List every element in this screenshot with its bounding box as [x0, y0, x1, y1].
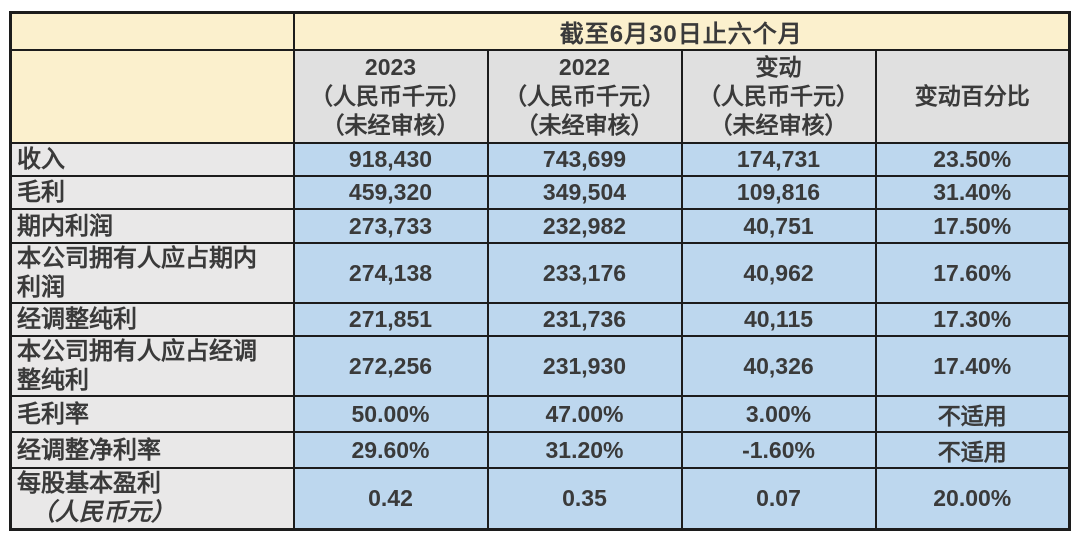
- row-label-text: 本公司拥有人应占经调整纯利: [17, 338, 257, 394]
- column-header-3: 变动 （人民币千元） （未经审核）: [680, 49, 877, 144]
- row-label: 毛利: [9, 175, 295, 210]
- table-row: 每股基本盈利 （人民币元） 0.42 0.35 0.07 20.00%: [9, 467, 1071, 530]
- row-label: 收入: [9, 142, 295, 177]
- table-row: 毛利 459,320 349,504 109,816 31.40%: [9, 175, 1071, 210]
- table-row: 本公司拥有人应占经调整纯利 272,256 231,930 40,326 17.40%: [9, 335, 1071, 397]
- value-cell: 31.40%: [874, 175, 1071, 210]
- column-header-line: （人民币千元）: [698, 83, 859, 109]
- value-cell: 17.40%: [874, 335, 1071, 397]
- value-cell: 0.35: [486, 467, 683, 530]
- value-cell: 231,736: [486, 302, 683, 337]
- corner-cell-top: [9, 11, 295, 51]
- value-cell: 17.50%: [874, 208, 1071, 244]
- value-cell: 349,504: [486, 175, 683, 210]
- column-header-2: 2022 （人民币千元） （未经审核）: [486, 49, 683, 144]
- value-cell: 274,138: [292, 242, 489, 304]
- row-label: 经调整净利率: [9, 431, 295, 469]
- column-header-line: 变动: [755, 54, 802, 80]
- row-label: 期内利润: [9, 208, 295, 244]
- value-cell: 232,982: [486, 208, 683, 244]
- value-cell: 109,816: [680, 175, 877, 210]
- value-cell: 918,430: [292, 142, 489, 177]
- row-label: 本公司拥有人应占期内利润: [9, 242, 295, 304]
- value-cell: 50.00%: [292, 395, 489, 433]
- table-row: 毛利率 50.00% 47.00% 3.00% 不适用: [9, 395, 1071, 433]
- value-cell: 40,326: [680, 335, 877, 397]
- value-cell: 743,699: [486, 142, 683, 177]
- row-label-text: 经调整净利率: [17, 436, 161, 464]
- column-header-line: （未经审核）: [515, 112, 654, 138]
- title-row: 截至6月30日止六个月: [9, 11, 1071, 51]
- corner-cell-header: [9, 49, 295, 144]
- value-cell: -1.60%: [680, 431, 877, 469]
- value-cell: 231,930: [486, 335, 683, 397]
- value-cell: 459,320: [292, 175, 489, 210]
- column-header-line: （未经审核）: [709, 112, 848, 138]
- value-cell: 17.30%: [874, 302, 1071, 337]
- row-label: 毛利率: [9, 395, 295, 433]
- row-label-text: 经调整纯利: [17, 306, 137, 333]
- value-cell: 0.42: [292, 467, 489, 530]
- table-row: 期内利润 273,733 232,982 40,751 17.50%: [9, 208, 1071, 244]
- value-cell: 47.00%: [486, 395, 683, 433]
- value-cell: 174,731: [680, 142, 877, 177]
- table-row: 收入 918,430 743,699 174,731 23.50%: [9, 142, 1071, 177]
- column-header-line: （未经审核）: [321, 112, 460, 138]
- value-cell: 23.50%: [874, 142, 1071, 177]
- row-label: 每股基本盈利 （人民币元）: [9, 467, 295, 530]
- value-cell: 不适用: [874, 431, 1071, 469]
- column-header-line: （人民币千元）: [504, 83, 665, 109]
- row-label-text: 毛利: [17, 179, 65, 206]
- value-cell: 29.60%: [292, 431, 489, 469]
- column-header-line: 2022: [558, 54, 611, 80]
- value-cell: 233,176: [486, 242, 683, 304]
- row-label-text: 收入: [17, 146, 65, 173]
- row-label: 本公司拥有人应占经调整纯利: [9, 335, 295, 397]
- row-label-text: 期内利润: [17, 212, 113, 240]
- row-label-subtext: （人民币元）: [31, 499, 175, 527]
- column-header-4: 变动百分比: [874, 49, 1071, 144]
- value-cell: 0.07: [680, 467, 877, 530]
- row-label: 经调整纯利: [9, 302, 295, 337]
- column-header-line: （人民币千元）: [310, 83, 471, 109]
- column-header-row: 2023 （人民币千元） （未经审核） 2022 （人民币千元） （未经审核） 变动 （人民币…: [9, 49, 1071, 144]
- row-label-text: 毛利率: [17, 400, 89, 428]
- column-header-line: 变动百分比: [914, 83, 1030, 109]
- value-cell: 273,733: [292, 208, 489, 244]
- value-cell: 不适用: [874, 395, 1071, 433]
- table-title: 截至6月30日止六个月: [292, 11, 1071, 51]
- table-row: 经调整纯利 271,851 231,736 40,115 17.30%: [9, 302, 1071, 337]
- column-header-1: 2023 （人民币千元） （未经审核）: [292, 49, 489, 144]
- row-label-text: 本公司拥有人应占期内利润: [17, 245, 257, 301]
- value-cell: 20.00%: [874, 467, 1071, 530]
- value-cell: 272,256: [292, 335, 489, 397]
- value-cell: 40,751: [680, 208, 877, 244]
- results-table: 截至6月30日止六个月 2023 （人民币千元） （未经审核） 2022 （人民币千元）…: [9, 11, 1071, 531]
- value-cell: 271,851: [292, 302, 489, 337]
- value-cell: 40,962: [680, 242, 877, 304]
- financial-summary-table: 截至6月30日止六个月 2023 （人民币千元） （未经审核） 2022 （人民币千元）…: [9, 11, 1071, 531]
- value-cell: 3.00%: [680, 395, 877, 433]
- value-cell: 17.60%: [874, 242, 1071, 304]
- column-header-line: 2023: [364, 54, 417, 80]
- value-cell: 40,115: [680, 302, 877, 337]
- row-label-text: 每股基本盈利: [17, 470, 161, 498]
- value-cell: 31.20%: [486, 431, 683, 469]
- table-row: 经调整净利率 29.60% 31.20% -1.60% 不适用: [9, 431, 1071, 469]
- table-row: 本公司拥有人应占期内利润 274,138 233,176 40,962 17.60%: [9, 242, 1071, 304]
